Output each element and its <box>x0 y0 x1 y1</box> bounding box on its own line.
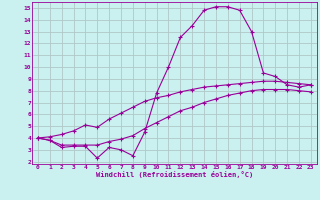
X-axis label: Windchill (Refroidissement éolien,°C): Windchill (Refroidissement éolien,°C) <box>96 171 253 178</box>
